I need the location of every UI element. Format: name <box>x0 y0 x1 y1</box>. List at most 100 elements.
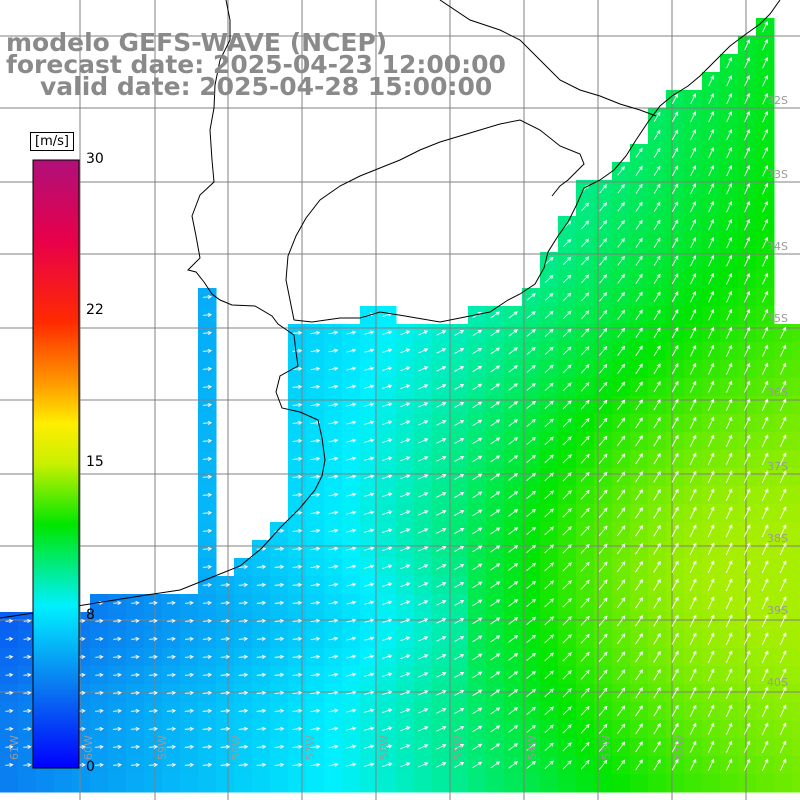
wind-arrow <box>310 583 320 587</box>
wind-arrow <box>472 689 482 697</box>
wind-arrow <box>508 743 518 751</box>
wind-arrow-head <box>602 238 608 243</box>
wind-arrow <box>726 327 732 339</box>
longitude-label: 59W <box>156 735 169 760</box>
wind-arrow <box>292 386 302 388</box>
wind-arrow-head <box>99 600 104 605</box>
wind-arrow-head <box>639 543 644 548</box>
wind-arrow-head <box>153 690 158 695</box>
wind-arrow <box>580 310 590 320</box>
wind-arrow-head <box>692 147 697 152</box>
wind-arrow <box>490 383 500 391</box>
wind-arrow <box>202 638 212 640</box>
wind-arrow-head <box>351 636 357 641</box>
wind-arrow-head <box>388 528 393 533</box>
field-cell <box>144 774 163 793</box>
wind-arrow-head <box>207 708 213 713</box>
field-cell <box>792 324 800 343</box>
wind-arrow-head <box>657 506 661 512</box>
wind-arrow <box>274 764 284 766</box>
wind-arrow-head <box>782 344 787 350</box>
wind-arrow-head <box>728 650 733 655</box>
wind-arrow <box>635 597 643 609</box>
coastline <box>0 0 326 619</box>
wind-arrow-head <box>334 492 339 497</box>
wind-arrow <box>292 710 302 712</box>
wind-arrow <box>708 345 714 357</box>
wind-arrow-head <box>135 726 140 731</box>
wind-arrow-head <box>351 348 357 353</box>
wind-arrow <box>762 363 768 375</box>
wind-arrow-head <box>531 329 536 334</box>
wind-arrow <box>779 453 787 465</box>
wind-arrow <box>653 759 661 771</box>
wind-arrow <box>328 457 338 461</box>
wind-arrow-head <box>207 366 213 371</box>
wind-arrow-head <box>585 238 590 243</box>
wind-arrow <box>690 273 696 285</box>
wind-arrow-head <box>746 578 751 583</box>
wind-arrow-head <box>441 348 447 352</box>
wind-arrow <box>671 669 679 681</box>
wind-arrow-head <box>567 472 572 477</box>
wind-arrow-head <box>279 546 285 551</box>
wind-arrow-head <box>567 328 572 333</box>
wind-arrow <box>292 602 302 604</box>
wind-arrow-head <box>710 308 715 314</box>
wind-arrow <box>328 439 338 443</box>
wind-arrow-head <box>81 726 86 731</box>
wind-arrow-head <box>567 562 572 567</box>
wind-arrow <box>635 759 643 771</box>
wind-arrow <box>544 329 554 337</box>
wind-arrow <box>131 692 139 694</box>
wind-arrow-head <box>424 744 429 749</box>
wind-arrow <box>779 614 787 628</box>
wind-arrow-head <box>316 402 321 407</box>
wind-arrow-head <box>135 690 140 695</box>
wind-arrow <box>726 75 732 87</box>
wind-arrow-head <box>9 636 14 642</box>
wind-arrow <box>364 457 374 461</box>
wind-arrow-head <box>602 220 607 225</box>
wind-arrow <box>779 596 787 610</box>
wind-arrow <box>725 560 733 574</box>
wind-arrow <box>562 544 572 554</box>
wind-arrow-head <box>297 348 303 353</box>
wind-arrow <box>526 293 536 301</box>
wind-arrow-head <box>279 600 285 605</box>
wind-arrow <box>274 674 284 676</box>
wind-arrow <box>725 471 733 483</box>
wind-arrow-head <box>388 654 393 659</box>
wind-arrow <box>364 475 374 479</box>
wind-arrow <box>580 508 590 518</box>
wind-arrow <box>671 201 679 213</box>
wind-arrow <box>220 764 230 766</box>
wind-arrow-head <box>656 183 661 188</box>
wind-arrow <box>526 544 536 554</box>
wind-arrow <box>599 310 607 320</box>
wind-arrow-head <box>9 708 14 713</box>
wind-arrow-head <box>316 474 321 479</box>
wind-arrow-head <box>297 582 303 587</box>
wind-arrow <box>598 561 608 573</box>
wind-arrow-head <box>657 524 661 530</box>
wind-arrow <box>526 491 536 499</box>
wind-arrow-head <box>207 600 212 605</box>
wind-arrow <box>743 632 751 646</box>
wind-arrow <box>671 651 679 663</box>
wind-arrow-head <box>531 742 537 747</box>
wind-arrow-head <box>656 345 661 350</box>
wind-arrow <box>653 543 661 555</box>
wind-arrow-head <box>728 542 733 547</box>
wind-arrow <box>436 654 446 660</box>
wind-arrow <box>95 710 103 712</box>
wind-arrow-head <box>782 596 787 601</box>
wind-arrow-head <box>297 600 303 605</box>
wind-arrow <box>113 728 121 730</box>
wind-arrow <box>113 638 121 640</box>
wind-arrow <box>472 671 482 679</box>
wind-arrow-head <box>746 39 751 44</box>
wind-arrow-head <box>261 600 267 605</box>
wind-arrow-head <box>674 380 679 386</box>
